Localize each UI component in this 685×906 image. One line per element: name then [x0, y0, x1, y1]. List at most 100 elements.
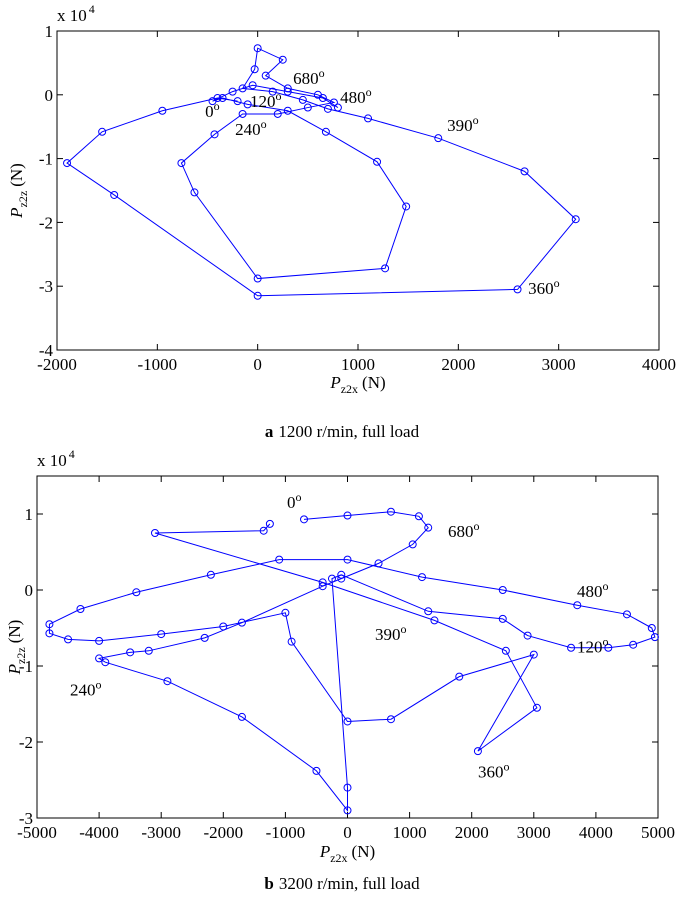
data-point — [408, 540, 417, 549]
data-point — [163, 677, 172, 686]
data-point — [513, 285, 522, 294]
x-tick-label: 5000 — [641, 823, 675, 842]
data-point — [343, 555, 352, 564]
angle-value: 0 — [205, 102, 214, 121]
angle-degree: o — [554, 276, 560, 290]
data-point — [567, 643, 576, 652]
data-point — [300, 515, 309, 524]
angle-value: 120 — [577, 637, 603, 656]
data-point — [157, 630, 166, 639]
caption: a 1200 r/min, full load — [265, 422, 420, 441]
x-tick-label: -5000 — [17, 823, 57, 842]
data-point — [132, 588, 141, 597]
x-axis-label-main: P — [329, 373, 340, 392]
data-point — [386, 507, 395, 516]
data-point — [343, 511, 352, 520]
y-axis-label-unit: (N) — [7, 163, 26, 187]
y-tick-label: -3 — [39, 277, 53, 296]
y-tick-label: -2 — [19, 733, 33, 752]
angle-annotation: 390o — [447, 113, 479, 135]
data-point — [303, 103, 312, 112]
data-point — [434, 134, 443, 143]
data-point — [63, 159, 72, 168]
data-point — [45, 620, 54, 629]
x-tick-label: 3000 — [517, 823, 551, 842]
data-point — [281, 608, 290, 617]
angle-annotation: 680o — [448, 519, 480, 541]
angle-degree: o — [473, 113, 479, 127]
y-tick-label: 0 — [45, 86, 54, 105]
data-point — [386, 715, 395, 724]
angle-value: 0 — [287, 493, 296, 512]
data-point — [650, 633, 659, 642]
angle-annotation: 360o — [478, 760, 510, 782]
angle-degree: o — [95, 678, 101, 692]
data-point — [424, 607, 433, 616]
caption-text: 1200 r/min, full load — [278, 422, 419, 441]
data-point — [498, 614, 507, 623]
y-tick-label: -1 — [39, 150, 53, 169]
data-point — [532, 703, 541, 712]
data-point — [238, 109, 247, 118]
angle-annotation: 0o — [205, 99, 220, 121]
x-tick-label: 0 — [253, 355, 262, 374]
x-tick-label: -1000 — [137, 355, 177, 374]
data-line — [48, 511, 656, 812]
data-point — [501, 646, 510, 655]
data-point — [604, 643, 613, 652]
data-point — [259, 526, 268, 535]
y-axis-label-unit: (N) — [5, 620, 24, 644]
caption-letter: a — [265, 422, 274, 441]
data-point — [629, 640, 638, 649]
x-tick-label: 2000 — [441, 355, 475, 374]
x-tick-label: -2000 — [203, 823, 243, 842]
data-point — [430, 616, 439, 625]
data-point — [253, 291, 262, 300]
y-multiplier-base: x 10 — [37, 451, 67, 470]
data-point — [95, 654, 104, 663]
data-point — [283, 106, 292, 115]
data-point — [318, 582, 327, 591]
data-point — [218, 93, 227, 102]
angle-value: 240 — [235, 120, 261, 139]
data-point — [200, 633, 209, 642]
angle-degree: o — [214, 99, 220, 113]
angle-degree: o — [276, 89, 282, 103]
x-axis-label-sub: z2x — [330, 851, 347, 865]
data-point — [473, 747, 482, 756]
y-multiplier-exp: 4 — [69, 447, 75, 461]
data-point — [414, 512, 423, 521]
data-point — [373, 157, 382, 166]
angle-degree: o — [319, 66, 325, 80]
caption-text: 3200 r/min, full load — [279, 874, 420, 893]
angle-annotation: 120o — [250, 89, 281, 111]
data-point — [573, 601, 582, 610]
data-point — [208, 97, 217, 106]
y-tick-label: -2 — [39, 213, 53, 232]
y-tick-label: 1 — [25, 505, 34, 524]
y-tick-label: -4 — [39, 341, 54, 360]
data-point — [298, 95, 307, 104]
data-point — [424, 523, 433, 532]
data-point — [219, 622, 228, 631]
data-point — [287, 637, 296, 646]
data-point — [647, 624, 656, 632]
y-axis-label: Pz2z (N) — [7, 163, 30, 219]
angle-value: 680 — [448, 522, 474, 541]
data-point — [571, 215, 580, 224]
data-point — [238, 84, 247, 93]
data-point — [228, 87, 237, 96]
angle-degree: o — [603, 634, 609, 648]
data-point — [343, 717, 352, 726]
data-point — [278, 55, 287, 64]
data-point — [158, 106, 167, 115]
data-point — [95, 636, 104, 645]
angle-degree: o — [603, 579, 609, 593]
x-axis-label: Pz2x (N) — [329, 373, 385, 396]
data-point — [402, 202, 411, 211]
data-point — [253, 274, 262, 283]
data-point — [206, 570, 215, 579]
x-axis-label-unit: (N) — [352, 842, 376, 861]
data-point — [318, 93, 327, 102]
